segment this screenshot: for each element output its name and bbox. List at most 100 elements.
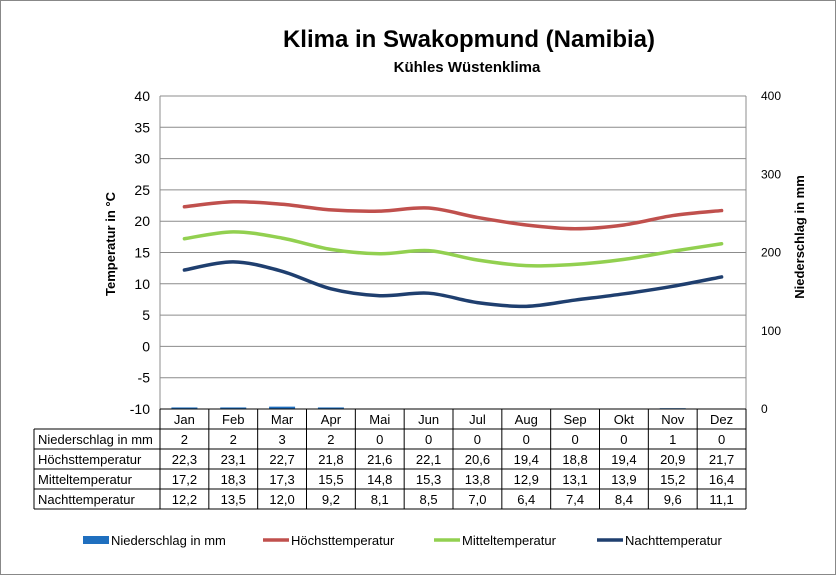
table-cell: 18,3 [221, 472, 246, 487]
y-axis-title: Temperatur in °C [103, 191, 118, 296]
table-cell: 17,2 [172, 472, 197, 487]
line-h-chsttemperatur [182, 199, 724, 231]
table-cell: 22,7 [269, 452, 294, 467]
table-cell: 22,1 [416, 452, 441, 467]
bar-precipitation [317, 407, 344, 409]
bar-precipitation [171, 407, 198, 409]
y-tick-label: 15 [134, 245, 150, 261]
table-cell: 6,4 [517, 492, 535, 507]
table-cell: 2 [181, 432, 188, 447]
table-row-label: Höchsttemperatur [38, 452, 142, 467]
table-cell: 15,2 [660, 472, 685, 487]
table-cell: 17,3 [269, 472, 294, 487]
table-cell: 15,3 [416, 472, 441, 487]
table-cell: 9,6 [664, 492, 682, 507]
legend-marker [83, 536, 109, 544]
table-row-label: Mitteltemperatur [38, 472, 133, 487]
y2-axis-title: Niederschlag in mm [792, 175, 807, 299]
y2-tick-label: 200 [761, 246, 781, 260]
gridlines [160, 95, 746, 410]
legend-label: Niederschlag in mm [111, 533, 226, 548]
table-cell: 21,8 [318, 452, 343, 467]
x-tick-label: Jan [174, 412, 195, 427]
table-cell: 0 [474, 432, 481, 447]
table-cell: 12,0 [269, 492, 294, 507]
table-cell: 16,4 [709, 472, 734, 487]
table-cell: 14,8 [367, 472, 392, 487]
x-tick-label: Sep [564, 412, 587, 427]
table-cell: 0 [571, 432, 578, 447]
temperature-lines [182, 199, 724, 309]
x-tick-label: Apr [321, 412, 342, 427]
table-cell: 8,1 [371, 492, 389, 507]
table-cell: 9,2 [322, 492, 340, 507]
legend-label: Höchsttemperatur [291, 533, 395, 548]
table-cell: 7,4 [566, 492, 584, 507]
bar-precipitation [269, 406, 296, 409]
chart-subtitle: Kühles Wüstenklima [394, 59, 541, 76]
y2-tick-label: 100 [761, 324, 781, 338]
x-tick-label: Aug [515, 412, 538, 427]
table-cell: 1 [669, 432, 676, 447]
table-cell: 12,2 [172, 492, 197, 507]
legend: Niederschlag in mm Höchsttemperatur Mittel… [83, 533, 722, 548]
bar-precipitation [220, 407, 247, 409]
table-cell: 0 [718, 432, 725, 447]
y2-tick-label: 0 [761, 402, 768, 416]
table-cell: 20,9 [660, 452, 685, 467]
y2-tick-label: 400 [761, 89, 781, 103]
y-tick-label: 20 [134, 213, 150, 229]
y-tick-label: 35 [134, 119, 150, 135]
y-tick-label: -10 [130, 401, 150, 417]
table-cell: 2 [327, 432, 334, 447]
table-cell: 21,7 [709, 452, 734, 467]
x-tick-label: Okt [614, 412, 635, 427]
table-cell: 20,6 [465, 452, 490, 467]
table-cell: 21,6 [367, 452, 392, 467]
table-cell: 13,8 [465, 472, 490, 487]
table-cell: 2 [230, 432, 237, 447]
y2-tick-label: 300 [761, 167, 781, 181]
table-cell: 0 [425, 432, 432, 447]
y-tick-label: 25 [134, 182, 150, 198]
y-tick-label: 40 [134, 88, 150, 104]
data-table: Jan Feb Mar Apr Mai Jun Jul Aug Sep Okt Nov Dez Nied… [33, 408, 747, 510]
x-tick-label: Feb [222, 412, 244, 427]
legend-label: Nachttemperatur [625, 533, 722, 548]
table-cell: 11,1 [709, 492, 733, 507]
table-cell: 8,5 [420, 492, 438, 507]
table-cell: 13,9 [611, 472, 636, 487]
y-tick-label: 10 [134, 276, 150, 292]
line-mitteltemperatur [182, 230, 724, 268]
x-tick-label: Mai [369, 412, 390, 427]
table-cell: 19,4 [514, 452, 539, 467]
x-tick-label: Jun [418, 412, 439, 427]
table-cell: 8,4 [615, 492, 633, 507]
table-cell: 19,4 [611, 452, 636, 467]
table-cell: 0 [376, 432, 383, 447]
y-tick-label: -5 [138, 370, 151, 386]
line-nachttemperatur [182, 260, 724, 309]
table-cell: 12,9 [514, 472, 539, 487]
y-tick-label: 5 [142, 307, 150, 323]
x-tick-label: Dez [710, 412, 733, 427]
table-cell: 7,0 [468, 492, 486, 507]
x-tick-label: Jul [469, 412, 486, 427]
table-cell: 13,5 [221, 492, 246, 507]
table-cell: 13,1 [562, 472, 587, 487]
table-cell: 18,8 [562, 452, 587, 467]
y-tick-label: 0 [142, 338, 150, 354]
table-cell: 15,5 [318, 472, 343, 487]
y-tick-label: 30 [134, 151, 150, 167]
x-tick-label: Nov [661, 412, 685, 427]
table-cell: 0 [620, 432, 627, 447]
chart-title: Klima in Swakopmund (Namibia) [283, 26, 655, 53]
table-cell: 22,3 [172, 452, 197, 467]
table-cell: 23,1 [221, 452, 246, 467]
table-row-label: Nachttemperatur [38, 492, 135, 507]
legend-label: Mitteltemperatur [462, 533, 557, 548]
table-row-label: Niederschlag in mm [38, 432, 153, 447]
